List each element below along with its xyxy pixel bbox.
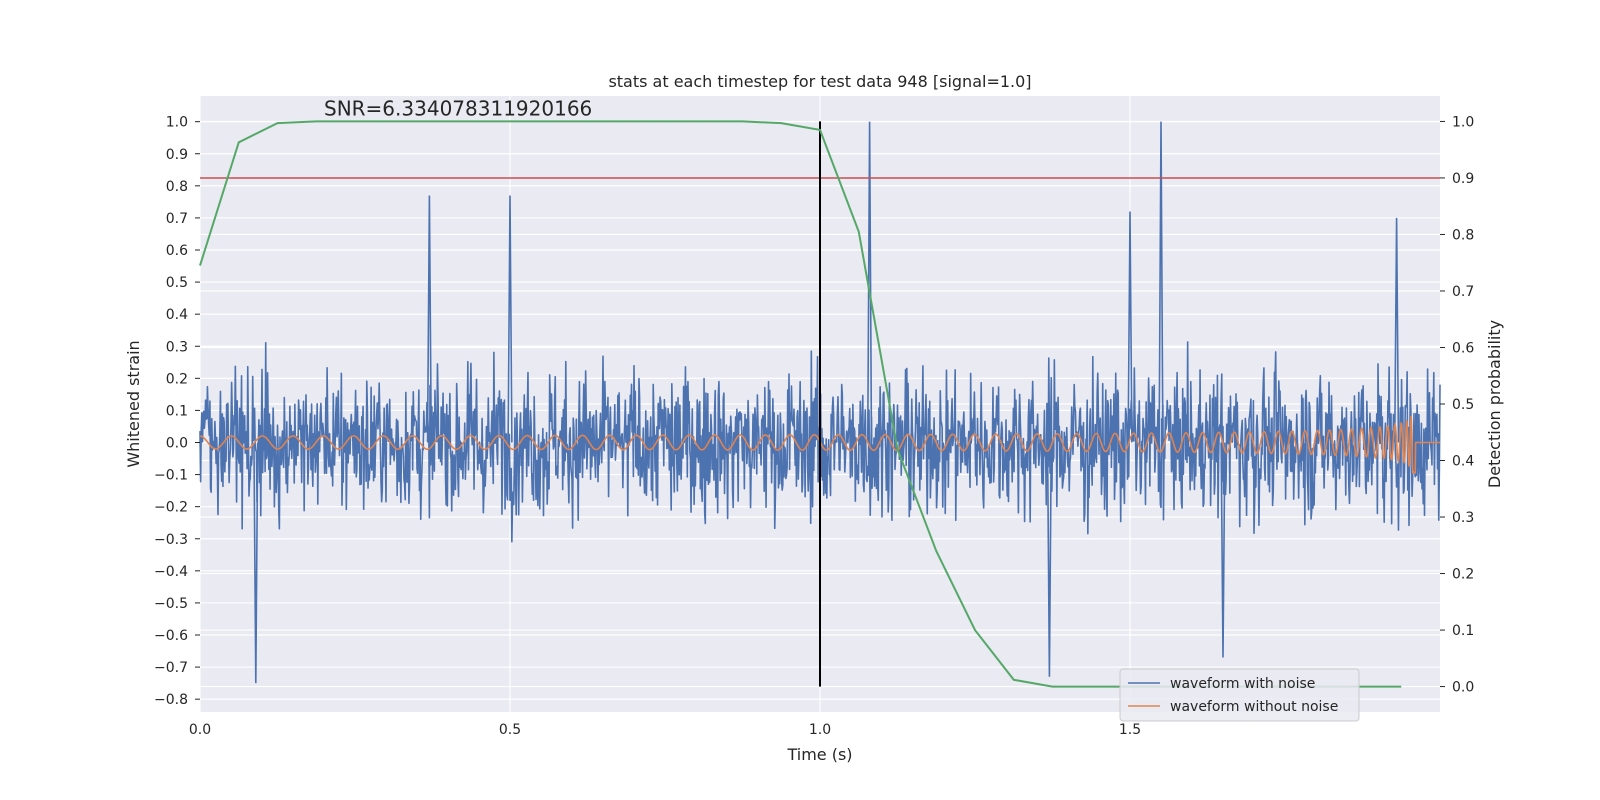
y-tick-label-left: −0.2 bbox=[154, 500, 188, 516]
y-tick-label-right: 0.3 bbox=[1452, 510, 1474, 526]
y-tick-label-left: 1.0 bbox=[166, 115, 188, 131]
y-tick-label-left: 0.1 bbox=[166, 403, 188, 419]
y-tick-label-right: 0.2 bbox=[1452, 567, 1474, 583]
legend-box bbox=[1119, 668, 1360, 722]
y-tick-label-right: 0.0 bbox=[1452, 680, 1474, 696]
y-tick-label-right: 0.9 bbox=[1452, 171, 1474, 187]
legend: waveform with noise waveform without noi… bbox=[1119, 668, 1360, 722]
y-tick-label-right: 0.7 bbox=[1452, 284, 1474, 300]
y-tick-label-left: 0.5 bbox=[166, 275, 188, 291]
x-axis-label: Time (s) bbox=[786, 745, 852, 764]
y-tick-label-left: −0.1 bbox=[154, 468, 188, 484]
noise-spike bbox=[1220, 442, 1226, 658]
y-tick-label-left: −0.6 bbox=[154, 628, 188, 644]
y-axis-label-left: Whitened strain bbox=[124, 340, 143, 467]
x-tick-label: 1.5 bbox=[1119, 722, 1141, 738]
y-tick-label-right: 1.0 bbox=[1452, 114, 1474, 130]
y-tick-label-left: 0.3 bbox=[166, 339, 188, 355]
y-tick-label-left: 0.8 bbox=[166, 179, 188, 195]
noise-spike bbox=[507, 195, 513, 443]
y-tick-label-left: 0.6 bbox=[166, 243, 188, 259]
noise-spike bbox=[253, 442, 259, 684]
y-tick-label-left: −0.4 bbox=[154, 564, 188, 580]
noise-spike bbox=[1393, 217, 1400, 443]
y-tick-label-left: 0.7 bbox=[166, 211, 188, 227]
y-tick-label-right: 0.1 bbox=[1452, 623, 1474, 639]
y-tick-label-left: −0.7 bbox=[154, 660, 188, 676]
data-series bbox=[199, 120, 1441, 688]
x-tick-label: 1.0 bbox=[809, 722, 831, 738]
noise-spike bbox=[866, 121, 873, 443]
x-tick-label: 0.5 bbox=[499, 722, 521, 738]
noise-spike bbox=[426, 195, 433, 443]
legend-label-noise: waveform with noise bbox=[1170, 676, 1315, 692]
y-tick-label-left: −0.5 bbox=[154, 596, 188, 612]
y-tick-label-left: 0.4 bbox=[166, 307, 188, 323]
y-tick-label-right: 0.6 bbox=[1452, 340, 1474, 356]
y-tick-label-left: 0.2 bbox=[166, 371, 188, 387]
y-tick-label-left: 0.0 bbox=[166, 436, 188, 452]
x-tick-label: 0.0 bbox=[189, 722, 211, 738]
snr-annotation: SNR=6.334078311920166 bbox=[324, 96, 592, 120]
y-tick-label-left: −0.8 bbox=[154, 692, 188, 708]
y-axis-label-right: Detection probability bbox=[1485, 320, 1504, 488]
tick-labels: 0.0 0.5 1.0 1.5 1.0 0.9 0.8 0.7 0.6 0.5 0.4 0.3 0.2 0… bbox=[154, 114, 1474, 738]
legend-label-clean: waveform without noise bbox=[1170, 699, 1338, 715]
chart-title: stats at each timestep for test data 948… bbox=[608, 72, 1031, 91]
noise-spike bbox=[1158, 121, 1164, 443]
noise-spike bbox=[1046, 442, 1053, 677]
y-tick-label-right: 0.4 bbox=[1452, 454, 1474, 470]
y-tick-label-left: 0.9 bbox=[166, 147, 188, 163]
y-tick-label-left: −0.3 bbox=[154, 532, 188, 548]
y-tick-label-right: 0.8 bbox=[1452, 227, 1474, 243]
noise-spike bbox=[1127, 211, 1133, 443]
y-tick-label-right: 0.5 bbox=[1452, 397, 1474, 413]
